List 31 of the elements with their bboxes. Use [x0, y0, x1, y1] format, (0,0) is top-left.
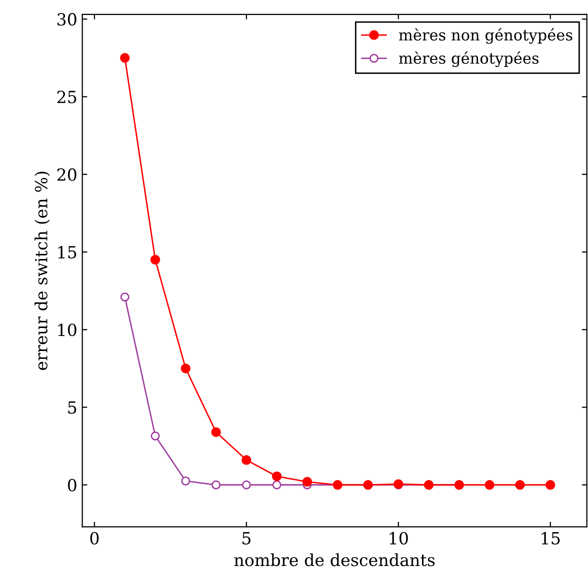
point: [120, 292, 130, 302]
y-tick-label: 25: [57, 90, 76, 104]
y-tick-label: 0: [68, 478, 76, 492]
point: [484, 480, 494, 490]
point: [272, 480, 282, 490]
point: [150, 431, 160, 440]
x-axis-title: nombre de descendants: [234, 553, 435, 566]
point: [242, 455, 252, 465]
y-tick-label: 20: [57, 168, 76, 181]
point: [545, 480, 556, 490]
point: [181, 476, 190, 486]
point: [212, 480, 221, 490]
y-tick-label: 5: [68, 401, 76, 414]
x-tick-label: 10: [390, 532, 408, 545]
y-axis-title: erreur de switch (en %): [34, 172, 50, 370]
x-tick-label: 15: [542, 532, 560, 545]
point: [180, 364, 191, 374]
point: [211, 427, 221, 437]
point: [272, 471, 282, 482]
x-tick-label: 0: [90, 532, 99, 545]
y-tick-label: 30: [58, 13, 76, 26]
y-tick-label: 10: [58, 324, 76, 336]
point: [515, 480, 525, 490]
point: [120, 53, 130, 63]
legend-label: mères génotypées: [398, 51, 539, 68]
legend-label: mères non génotypées: [398, 28, 572, 44]
point: [242, 480, 251, 490]
y-tick-label: 15: [58, 246, 76, 259]
point: [150, 254, 160, 265]
x-tick-label: 5: [242, 532, 250, 545]
point: [302, 476, 312, 487]
